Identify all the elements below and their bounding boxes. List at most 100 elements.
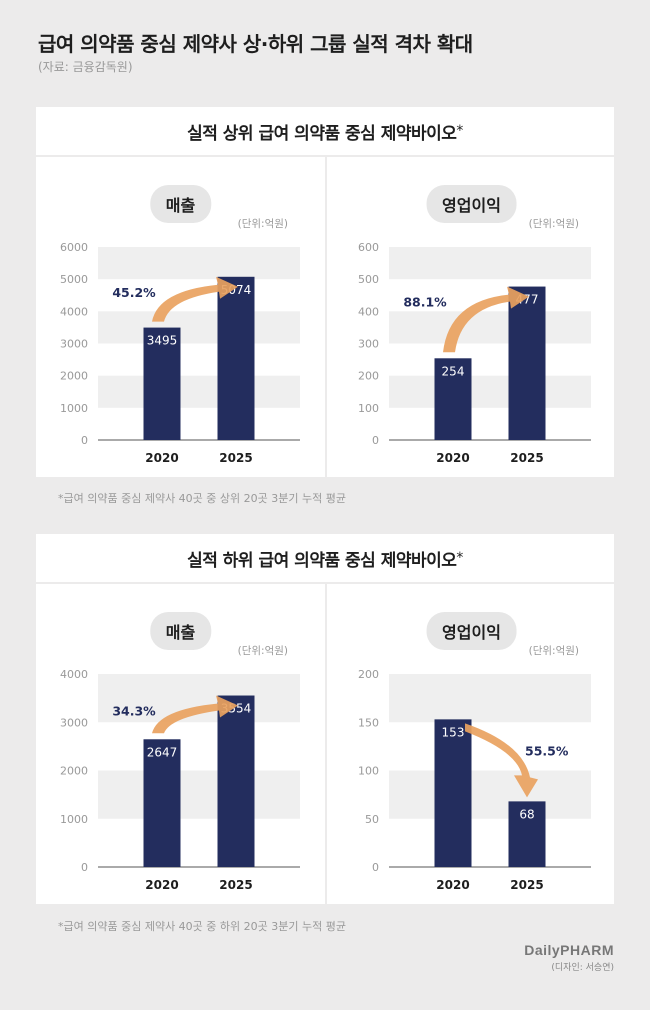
bar-2020 <box>143 327 181 440</box>
top-profit-chart: 0100200300400500600(단위:억원)25420204772025… <box>358 217 591 465</box>
top-sales-panel: 매출 0 1000 2000 3000 4000 5000 6000 (단위:억원) 3495 2… <box>36 157 325 477</box>
y-tick-label: 4000 <box>60 305 88 318</box>
bottom-group-title: 실적 하위 급여 의약품 중심 제약바이오 <box>187 550 457 571</box>
x-tick-label: 2020 <box>436 451 469 465</box>
y-tick-label: 0 <box>372 861 379 874</box>
y-tick-label: 200 <box>358 370 379 383</box>
bar-value-label: 68 <box>519 807 534 821</box>
y-tick-label: 300 <box>358 338 379 351</box>
y-tick-label: 200 <box>358 668 379 681</box>
grid-band <box>389 770 591 819</box>
grid-band <box>98 674 300 723</box>
bottom-profit-panel: 영업이익 0 50 100 150 200 (단위:억원) 153 2020 68 2025 55.… <box>327 584 616 904</box>
header-asterisk: * <box>456 123 463 139</box>
top-sales-chart: 0 1000 2000 3000 4000 5000 6000 (단위:억원) 3495 2020… <box>60 217 300 465</box>
source-note: (자료: 금융감독원) <box>38 60 133 74</box>
y-tick-label: 100 <box>358 765 379 778</box>
bar-2020 <box>434 719 472 867</box>
decline-arrow <box>465 723 538 798</box>
brand-block: DailyPHARM (디자인: 서승연) <box>524 942 614 973</box>
y-tick-label: 150 <box>358 716 379 729</box>
panel-label-pill: 매출 <box>149 612 212 650</box>
y-tick-label: 0 <box>372 434 379 447</box>
change-percent-label: 34.3% <box>112 704 156 719</box>
brand-logo: DailyPHARM <box>524 942 614 958</box>
bottom-group-footnote: *급여 의약품 중심 제약사 40곳 중 하위 20곳 3분기 누적 평균 <box>58 920 346 933</box>
grid-band <box>98 311 300 344</box>
panel-divider <box>325 584 327 904</box>
growth-arrow <box>152 695 238 734</box>
arrow-shape <box>443 286 529 353</box>
y-tick-label: 500 <box>358 273 379 286</box>
unit-label: (단위:억원) <box>529 217 579 230</box>
y-tick-label: 2000 <box>60 765 88 778</box>
unit-label: (단위:억원) <box>238 644 288 657</box>
y-tick-label: 100 <box>358 402 379 415</box>
y-tick-label: 1000 <box>60 813 88 826</box>
x-tick-label: 2025 <box>219 451 252 465</box>
x-tick-label: 2020 <box>145 451 178 465</box>
unit-label: (단위:억원) <box>529 644 579 657</box>
grid-band <box>389 311 591 344</box>
y-tick-label: 4000 <box>60 668 88 681</box>
grid-band <box>389 674 591 723</box>
panel-label-pill: 영업이익 <box>426 185 517 223</box>
y-tick-label: 3000 <box>60 716 88 729</box>
grid-band <box>98 247 300 280</box>
x-tick-label: 2025 <box>510 878 543 892</box>
grid-band <box>389 375 591 408</box>
header-asterisk: * <box>456 550 463 566</box>
bottom-sales-chart: 01000200030004000(단위:억원)2647202035542025… <box>60 644 300 892</box>
bottom-sales-panel: 매출 0 1000 2000 3000 4000 (단위:억원) 2647 2020 3554 2… <box>36 584 325 904</box>
panel-label-pill: 매출 <box>149 185 212 223</box>
x-tick-label: 2025 <box>510 451 543 465</box>
grid-band <box>98 770 300 819</box>
top-group-card: 실적 상위 급여 의약품 중심 제약바이오 * 매출 0 1000 2000 3000 4… <box>36 107 614 477</box>
grid-band <box>389 247 591 280</box>
bottom-group-card: 실적 하위 급여 의약품 중심 제약바이오 * 매출 0 1000 2000 3000 4… <box>36 534 614 904</box>
bar-2025 <box>508 801 546 867</box>
top-profit-panel: 영업이익 0 100 200 300 400 500 600 (단위:억원) 254 2020 47… <box>327 157 616 477</box>
y-tick-label: 6000 <box>60 241 88 254</box>
bar-2025 <box>508 286 546 440</box>
grid-band <box>98 375 300 408</box>
bar-value-label: 254 <box>442 364 465 378</box>
y-tick-label: 400 <box>358 305 379 318</box>
y-tick-label: 1000 <box>60 402 88 415</box>
panel-label-pill: 영업이익 <box>426 612 517 650</box>
y-tick-label: 5000 <box>60 273 88 286</box>
top-group-footnote: *급여 의약품 중심 제약사 40곳 중 상위 20곳 3분기 누적 평균 <box>58 492 346 505</box>
y-tick-label: 3000 <box>60 338 88 351</box>
change-percent-label: 88.1% <box>403 295 447 310</box>
top-group-header: 실적 상위 급여 의약품 중심 제약바이오 * <box>36 107 614 157</box>
bar-2025 <box>217 276 255 440</box>
top-group-title: 실적 상위 급여 의약품 중심 제약바이오 <box>187 123 457 144</box>
bar-2020 <box>143 739 181 867</box>
designer-credit: (디자인: 서승연) <box>551 963 614 973</box>
unit-label: (단위:억원) <box>238 217 288 230</box>
y-tick-label: 2000 <box>60 370 88 383</box>
bar-2025 <box>217 695 255 867</box>
panel-divider <box>325 157 327 477</box>
bar-value-label: 3495 <box>147 334 178 348</box>
growth-arrow <box>152 276 238 322</box>
bar-value-label: 153 <box>442 725 465 739</box>
growth-arrow <box>443 286 529 353</box>
bar-value-label: 2647 <box>147 745 178 759</box>
y-tick-label: 50 <box>365 813 379 826</box>
arrow-shape <box>465 723 538 798</box>
y-tick-label: 600 <box>358 241 379 254</box>
bottom-profit-chart: 0 50 100 150 200 (단위:억원) 153 2020 68 2025 55.5% <box>358 644 591 892</box>
arrow-shape <box>152 695 238 734</box>
y-tick-label: 0 <box>81 434 88 447</box>
y-tick-label: 0 <box>81 861 88 874</box>
page-title: 급여 의약품 중심 제약사 상·하위 그룹 실적 격차 확대 <box>38 32 473 56</box>
bottom-group-header: 실적 하위 급여 의약품 중심 제약바이오 * <box>36 534 614 584</box>
change-percent-label: 45.2% <box>112 285 156 300</box>
change-percent-label: 55.5% <box>525 743 569 758</box>
arrow-shape <box>152 276 238 322</box>
bar-2020 <box>434 358 472 440</box>
x-tick-label: 2020 <box>145 878 178 892</box>
x-tick-label: 2025 <box>219 878 252 892</box>
x-tick-label: 2020 <box>436 878 469 892</box>
